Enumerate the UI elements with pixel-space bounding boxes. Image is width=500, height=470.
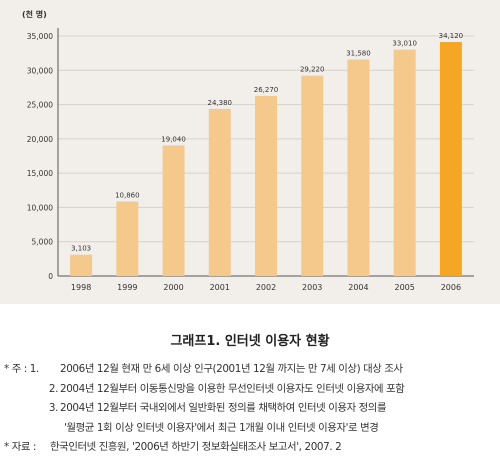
chart-caption: 그래프1. 인터넷 이용자 현황 [170,334,330,349]
note-source: * 자료 : 한국인터넷 진흥원, '2006년 하반기 정보화실태조사 보고서'… [4,438,498,458]
bar [70,254,93,276]
note-1: * 주 : 1. 2006년 12월 현재 만 6세 이상 인구(2001년 12… [4,360,498,380]
x-tick-label: 2004 [348,283,368,292]
bar-value-label: 24,380 [208,99,233,107]
note-2-text: 2004년 12월부터 이동통신망을 이용한 무선인터넷 이용자도 인터넷 이용… [60,382,405,395]
bar-value-label: 26,270 [254,86,279,94]
bar [301,75,324,277]
note-1-text: 2006년 12월 현재 만 6세 이상 인구(2001년 12월 까지는 만 … [60,363,403,375]
x-tick-label: 2001 [210,283,230,292]
note-3: 3. 2004년 12월부터 국내외에서 일반화된 정의를 채택하여 인터넷 이용… [4,399,498,419]
note-3-text: 2004년 12월부터 국내외에서 일반화된 정의를 채택하여 인터넷 이용자 … [60,402,387,414]
note-source-text: 한국인터넷 진흥원, '2006년 하반기 정보화실태조사 보고서', 2007… [50,441,342,453]
y-tick-label: 20,000 [27,135,53,144]
x-tick-label: 2006 [441,283,461,292]
bar-value-label: 29,220 [300,66,325,74]
bar-value-label: 33,010 [392,40,417,48]
x-tick-label: 1999 [117,283,137,292]
x-tick-label: 2005 [394,283,414,292]
bar-value-label: 31,580 [346,49,371,57]
note-2-prefix: 2. [48,382,59,395]
bar-chart: 0 5,000 10,000 15,000 20,000 25,000 30,000 35,0… [22,9,474,292]
note-source-prefix: * 자료 : [4,441,37,453]
bar [439,42,462,276]
bar [116,201,139,276]
bar [347,59,370,276]
bar [208,108,231,276]
bar-value-label: 3,103 [71,245,91,253]
note-1-prefix: * 주 : 1. [4,363,39,375]
note-4: '월평균 1회 이상 인터넷 이용자'에서 최근 1개월 이내 인터넷 이용자'… [4,419,498,439]
y-tick-label: 25,000 [27,101,53,110]
y-tick-label: 30,000 [27,66,53,75]
y-tick-label: 0 [48,272,53,281]
y-tick-label: 15,000 [27,169,53,178]
bar-value-label: 34,120 [439,32,464,40]
y-tick-label: 5,000 [32,238,54,247]
x-tick-label: 2000 [163,283,183,292]
note-3-prefix: 3. [48,402,59,414]
bar [162,145,185,276]
y-unit-label: (천 명) [22,9,47,19]
x-tick-label: 2003 [302,283,322,292]
note-2: 2. 2004년 12월부터 이동통신망을 이용한 무선인터넷 이용자도 인터넷 … [4,380,498,400]
bar [255,95,277,276]
y-tick-label: 35,000 [27,32,53,41]
bar-value-label: 10,860 [115,192,140,200]
x-tick-label: 1998 [71,283,91,292]
note-4-text: '월평균 1회 이상 인터넷 이용자'에서 최근 1개월 이내 인터넷 이용자'… [64,421,379,434]
chart-panel: 0 5,000 10,000 15,000 20,000 25,000 30,000 35,0… [0,0,500,304]
bar [393,49,416,276]
x-tick-label: 2002 [256,283,276,292]
notes-block: * 주 : 1. 2006년 12월 현재 만 6세 이상 인구(2001년 12… [4,360,498,458]
bar-value-label: 19,040 [161,135,186,143]
y-tick-label: 10,000 [27,203,53,212]
